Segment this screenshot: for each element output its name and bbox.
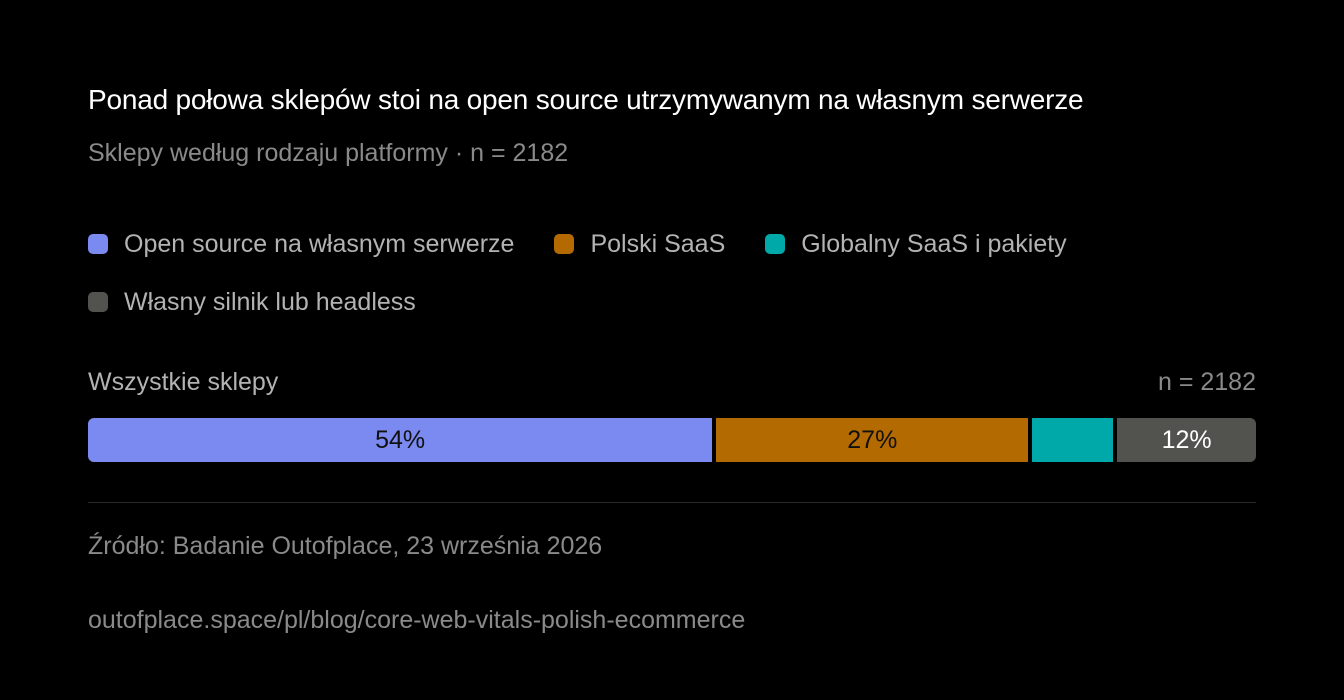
- bar-segment-3: [1032, 418, 1114, 462]
- bar-segment-label: 12%: [1161, 425, 1212, 454]
- legend-label: Własny silnik lub headless: [124, 287, 416, 316]
- legend: Open source na własnym serwerze Polski S…: [88, 226, 1256, 342]
- legend-swatch: [765, 234, 786, 254]
- legend-item-wlasny-silnik: Własny silnik lub headless: [88, 288, 416, 317]
- legend-label: Polski SaaS: [590, 229, 726, 258]
- legend-label: Open source na własnym serwerze: [124, 229, 515, 258]
- source-url: outofplace.space/pl/blog/core-web-vitals…: [88, 606, 746, 634]
- category-label: Wszystkie sklepy: [88, 368, 279, 396]
- bar-segment-label: 54%: [375, 425, 426, 454]
- legend-swatch: [88, 292, 108, 312]
- bar-segment-1: 54%: [88, 418, 713, 462]
- legend-item-open-source: Open source na własnym serwerze: [88, 230, 514, 259]
- source-note: Źródło: Badanie Outofplace, 23 września …: [88, 532, 603, 560]
- legend-row: Open source na własnym serwerze Polski S…: [88, 226, 1256, 262]
- bar-segment-4: 12%: [1117, 418, 1256, 462]
- legend-item-globalny-saas: Globalny SaaS i pakiety: [765, 229, 1067, 259]
- chart-title: Ponad połowa sklepów stoi na open source…: [88, 84, 1084, 115]
- bar-segment-2: 27%: [716, 418, 1029, 462]
- chart-subtitle: Sklepy według rodzaju platformy · n = 21…: [88, 139, 569, 167]
- legend-item-polski-saas: Polski SaaS: [554, 230, 725, 259]
- legend-swatch: [554, 234, 575, 254]
- stacked-bar: 54% 27% 12%: [88, 418, 1256, 462]
- bar-segment-label: 27%: [847, 425, 898, 454]
- legend-row: Własny silnik lub headless: [88, 284, 1256, 320]
- divider: [88, 502, 1256, 503]
- legend-label: Globalny SaaS i pakiety: [801, 229, 1067, 258]
- category-n-label: n = 2182: [1157, 368, 1256, 396]
- legend-swatch: [88, 234, 108, 254]
